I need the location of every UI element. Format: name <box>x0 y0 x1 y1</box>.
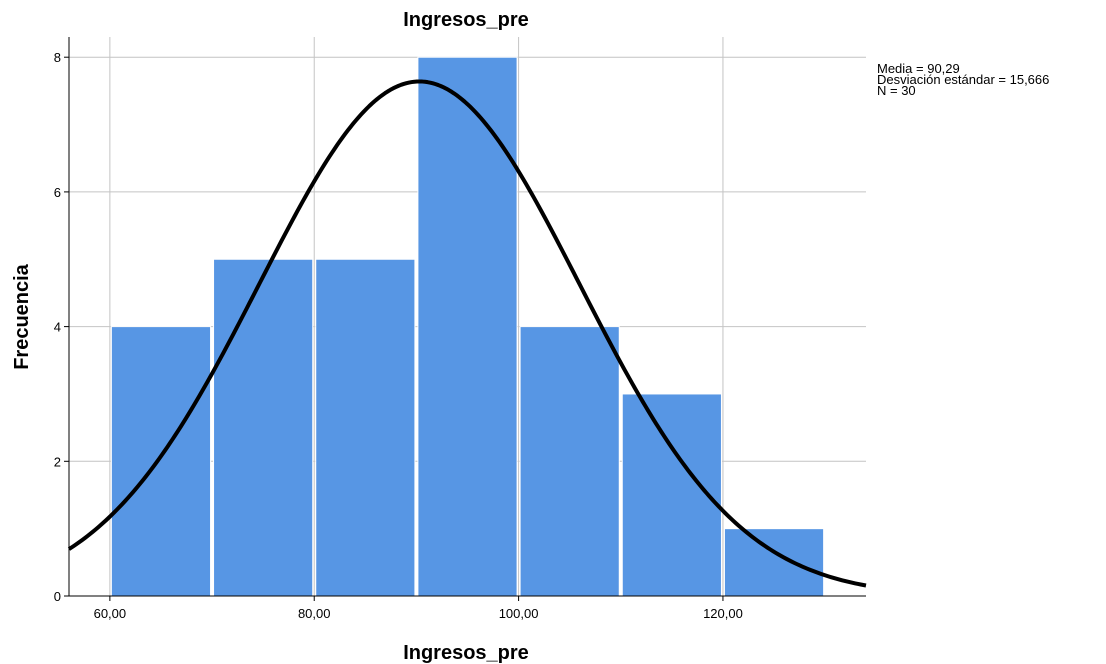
histogram-bar <box>621 393 722 597</box>
bars <box>110 56 825 597</box>
x-tick-label: 60,00 <box>94 606 127 621</box>
y-tick-label: 8 <box>54 50 61 65</box>
axes <box>64 37 866 601</box>
normal-curve-group <box>67 79 867 588</box>
sd-stat: Desviación estándar = 15,666 <box>877 72 1050 87</box>
x-tick-label: 100,00 <box>499 606 539 621</box>
mean-stat: Media = 90,29 <box>877 61 960 76</box>
stats-box: Media = 90,29 Desviación estándar = 15,6… <box>877 61 1050 98</box>
y-tick-label: 0 <box>54 589 61 604</box>
tick-labels: 60,00 80,00 100,00 120,00 0 2 4 6 8 <box>54 50 743 621</box>
n-stat: N = 30 <box>877 83 916 98</box>
histogram-bar <box>723 528 825 597</box>
histogram-bar <box>417 56 518 597</box>
x-tick-label: 120,00 <box>703 606 743 621</box>
x-axis-label: Ingresos_pre <box>403 642 529 664</box>
histogram-bar <box>315 258 416 597</box>
x-tick-label: 80,00 <box>298 606 331 621</box>
histogram-bar <box>110 326 212 597</box>
chart-title: Ingresos_pre <box>403 9 529 31</box>
histogram-bar <box>213 258 314 597</box>
y-tick-label: 2 <box>54 454 61 469</box>
histogram-bar <box>519 326 620 597</box>
normal-curve <box>67 79 867 588</box>
y-axis-label: Frecuencia <box>11 263 33 369</box>
y-tick-label: 6 <box>54 185 61 200</box>
y-tick-label: 4 <box>54 320 61 335</box>
